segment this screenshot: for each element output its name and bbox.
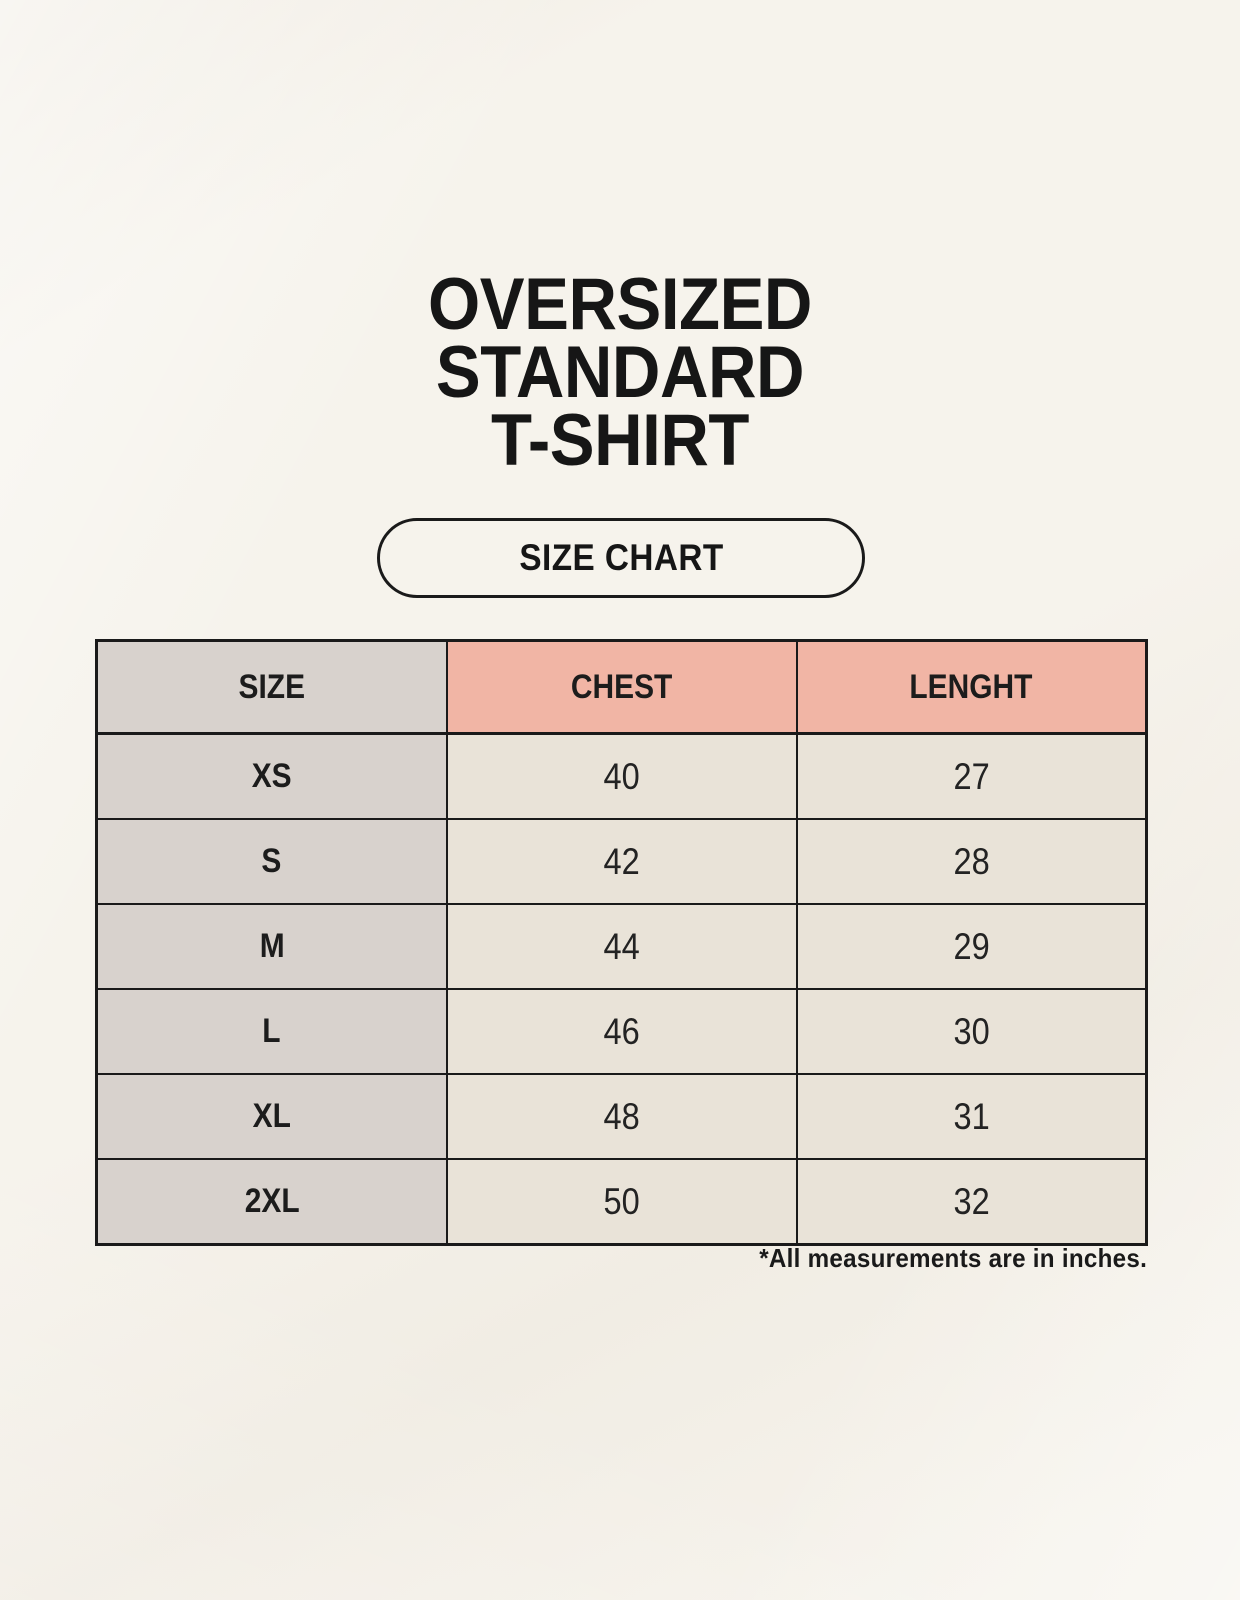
size-chart-badge: SIZE CHART xyxy=(377,518,865,598)
column-header-lenght-label: LENGHT xyxy=(909,667,1033,706)
table-row: 2XL 50 32 xyxy=(95,1158,1148,1246)
table-row: M 44 29 xyxy=(95,903,1148,990)
size-cell: XL xyxy=(95,1073,448,1160)
size-cell-label: 2XL xyxy=(244,1182,300,1220)
column-header-lenght: LENGHT xyxy=(795,639,1148,735)
size-cell: XS xyxy=(95,732,448,820)
size-table-header: SIZE CHEST LENGHT xyxy=(95,639,1148,735)
chest-cell: 44 xyxy=(445,903,798,990)
length-cell: 30 xyxy=(795,988,1148,1075)
size-table: SIZE CHEST LENGHT XS 40 27 S 42 28 M 44 29 L 46 30 X… xyxy=(95,639,1148,1246)
table-row: XL 48 31 xyxy=(95,1073,1148,1160)
length-cell-label: 29 xyxy=(953,925,990,967)
page-title: OVERSIZED STANDARD T-SHIRT xyxy=(0,264,1240,481)
table-row: XS 40 27 xyxy=(95,732,1148,820)
length-cell-label: 30 xyxy=(953,1010,990,1052)
chest-cell-label: 46 xyxy=(603,1010,640,1052)
length-cell: 29 xyxy=(795,903,1148,990)
title-line-2: STANDARD xyxy=(435,332,805,413)
size-cell-label: XS xyxy=(251,757,292,795)
size-cell-label: S xyxy=(261,842,282,880)
size-cell: S xyxy=(95,818,448,905)
chest-cell: 48 xyxy=(445,1073,798,1160)
length-cell-label: 27 xyxy=(953,755,990,797)
chest-cell: 42 xyxy=(445,818,798,905)
length-cell: 32 xyxy=(795,1158,1148,1246)
chest-cell-label: 42 xyxy=(603,840,640,882)
table-row: L 46 30 xyxy=(95,988,1148,1075)
title-line-1: OVERSIZED xyxy=(428,264,812,345)
size-cell-label: M xyxy=(259,927,285,965)
chest-cell-label: 50 xyxy=(603,1180,640,1222)
title-line-3: T-SHIRT xyxy=(491,400,749,481)
chest-cell: 46 xyxy=(445,988,798,1075)
column-header-size: SIZE xyxy=(95,639,448,735)
size-cell: M xyxy=(95,903,448,990)
size-chart-badge-label: SIZE CHART xyxy=(518,537,724,578)
chest-cell: 50 xyxy=(445,1158,798,1246)
table-row: S 42 28 xyxy=(95,818,1148,905)
length-cell-label: 32 xyxy=(953,1180,990,1222)
length-cell: 27 xyxy=(795,732,1148,820)
length-cell-label: 31 xyxy=(953,1095,990,1137)
column-header-size-label: SIZE xyxy=(238,667,305,706)
size-cell-label: L xyxy=(262,1012,281,1050)
chest-cell-label: 40 xyxy=(603,755,640,797)
header-row: SIZE CHEST LENGHT xyxy=(95,639,1148,735)
size-cell: L xyxy=(95,988,448,1075)
length-cell: 31 xyxy=(795,1073,1148,1160)
length-cell: 28 xyxy=(795,818,1148,905)
size-cell: 2XL xyxy=(95,1158,448,1246)
size-cell-label: XL xyxy=(252,1097,291,1135)
length-cell-label: 28 xyxy=(953,840,990,882)
chest-cell: 40 xyxy=(445,732,798,820)
chest-cell-label: 44 xyxy=(603,925,640,967)
column-header-chest: CHEST xyxy=(445,639,798,735)
chest-cell-label: 48 xyxy=(603,1095,640,1137)
column-header-chest-label: CHEST xyxy=(570,667,673,706)
measurements-footnote: *All measurements are in inches. xyxy=(759,1243,1147,1273)
size-table-body: XS 40 27 S 42 28 M 44 29 L 46 30 XL 48 31 2XL 50 32 xyxy=(95,732,1148,1246)
